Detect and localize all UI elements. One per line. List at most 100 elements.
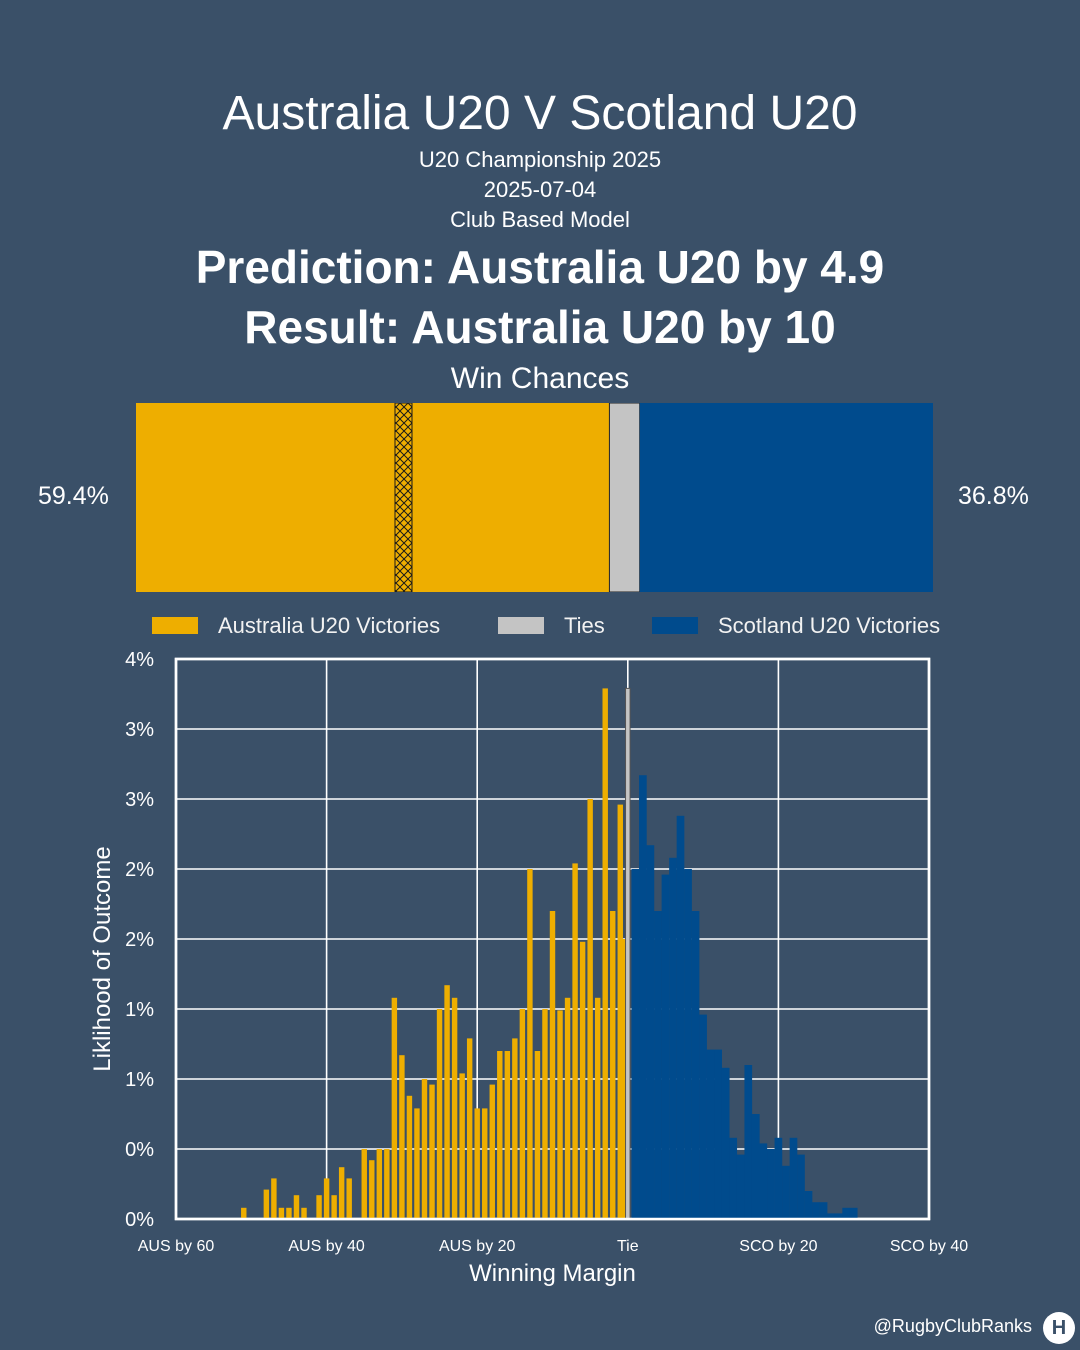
bar-away: [736, 1154, 745, 1219]
bar-away: [646, 845, 655, 1219]
bar-home: [466, 1038, 473, 1219]
y-tick-label: 2%: [125, 859, 154, 881]
y-tick-label: 2%: [125, 929, 154, 951]
bar-away: [834, 1213, 843, 1219]
bar-home: [594, 997, 601, 1219]
bar-home: [346, 1178, 352, 1219]
bar-home: [459, 1073, 465, 1219]
x-tick-label: Tie: [617, 1238, 639, 1255]
plot-border: [174, 657, 931, 1221]
x-tick-label: SCO by 40: [890, 1238, 968, 1255]
bar-home: [549, 911, 556, 1219]
bar-away: [729, 1137, 738, 1219]
bar-home: [271, 1178, 277, 1219]
bar-away: [774, 1137, 783, 1219]
bar-home: [429, 1084, 435, 1219]
bar-away: [706, 1049, 715, 1219]
match-title: Australia U20 V Scotland U20: [222, 87, 858, 140]
bar-home: [451, 997, 458, 1219]
bar-away: [744, 1065, 753, 1219]
bar-home: [391, 997, 398, 1219]
x-axis-label: Winning Margin: [469, 1260, 636, 1287]
legend-swatch: [152, 617, 198, 634]
legend-swatch: [652, 617, 698, 634]
bar-home: [406, 1095, 413, 1219]
bar-home: [621, 939, 627, 1219]
bar-away: [699, 1014, 707, 1219]
y-tick-label: 0%: [125, 1139, 154, 1161]
twitter-handle: @RugbyClubRanks: [873, 1316, 1032, 1336]
bar-home: [557, 1010, 563, 1219]
bar-away: [684, 869, 692, 1219]
match-date: 2025-07-04: [483, 177, 597, 202]
bar-away: [661, 874, 670, 1219]
bar-away: [654, 911, 662, 1219]
away-win-segment: [639, 403, 933, 592]
bar-away: [691, 911, 700, 1219]
bar-away: [789, 1137, 798, 1219]
y-tick-label: 1%: [125, 1069, 154, 1091]
y-tick-label: 1%: [125, 999, 154, 1021]
competition-name: U20 Championship 2025: [418, 147, 662, 172]
bar-home: [617, 804, 623, 1219]
bar-home: [376, 1149, 383, 1219]
model-name: Club Based Model: [450, 207, 630, 232]
bar-home: [504, 1051, 511, 1219]
bar-home: [436, 1009, 443, 1219]
legend-swatch: [498, 617, 544, 634]
bar-home: [293, 1195, 300, 1219]
y-tick-label: 0%: [125, 1209, 154, 1231]
bar-home: [286, 1207, 292, 1219]
win-chances-bar: [136, 403, 933, 592]
bar-away: [759, 1143, 768, 1219]
bar-away: [676, 815, 685, 1219]
away-win-percent: 36.8%: [958, 482, 1029, 510]
result-marker: [394, 403, 413, 592]
bar-home: [241, 1207, 247, 1219]
bar-away: [842, 1207, 851, 1219]
bar-home: [579, 941, 586, 1219]
margin-distribution-chart: 0% 0% 1% 1% 2% 2% 3% 3% 4% AUS by 60 AUS by 40 AUS …: [89, 649, 968, 1287]
result-text: Result: Australia U20 by 10: [244, 301, 836, 353]
bar-home: [399, 1055, 405, 1219]
bar-home: [263, 1189, 270, 1219]
brand-logo: H: [1043, 1312, 1075, 1344]
bar-home: [564, 997, 571, 1219]
bar-home: [602, 688, 608, 1219]
bar-away: [639, 775, 647, 1219]
x-tick-label: AUS by 60: [138, 1238, 215, 1255]
bar-away: [812, 1202, 820, 1219]
bar-home: [444, 985, 450, 1219]
bar-home: [497, 1051, 503, 1219]
legend-label: Ties: [564, 613, 605, 638]
bar-home: [384, 1149, 390, 1219]
bar-home: [316, 1195, 322, 1219]
bar-home: [534, 1051, 541, 1219]
bar-home: [338, 1167, 345, 1219]
bar-away: [721, 1067, 730, 1219]
y-tick-label: 4%: [125, 649, 154, 671]
legend-label: Australia U20 Victories: [218, 613, 441, 638]
bar-away: [767, 1149, 775, 1219]
bar-home: [610, 911, 616, 1219]
bar-away: [631, 869, 640, 1219]
home-win-percent: 59.4%: [38, 482, 109, 510]
bar-home: [323, 1178, 330, 1219]
bar-home: [572, 863, 578, 1219]
home-win-segment: [136, 403, 610, 592]
y-tick-label: 3%: [125, 789, 154, 811]
bar-away: [819, 1202, 828, 1219]
x-tick-label: AUS by 20: [439, 1238, 516, 1255]
y-tick-label: 3%: [125, 719, 154, 741]
win-chances-heading: Win Chances: [450, 362, 630, 395]
bar-home: [361, 1149, 367, 1219]
y-axis-label: Liklihood of Outcome: [89, 846, 116, 1071]
bar-away: [827, 1213, 835, 1219]
bar-home: [519, 1009, 526, 1219]
bar-home: [542, 1009, 548, 1219]
bar-away: [804, 1191, 813, 1219]
prediction-text: Prediction: Australia U20 by 4.9: [195, 241, 885, 293]
legend-label: Scotland U20 Victories: [718, 613, 941, 638]
x-tick-label: AUS by 40: [288, 1238, 365, 1255]
bar-home: [414, 1108, 420, 1219]
